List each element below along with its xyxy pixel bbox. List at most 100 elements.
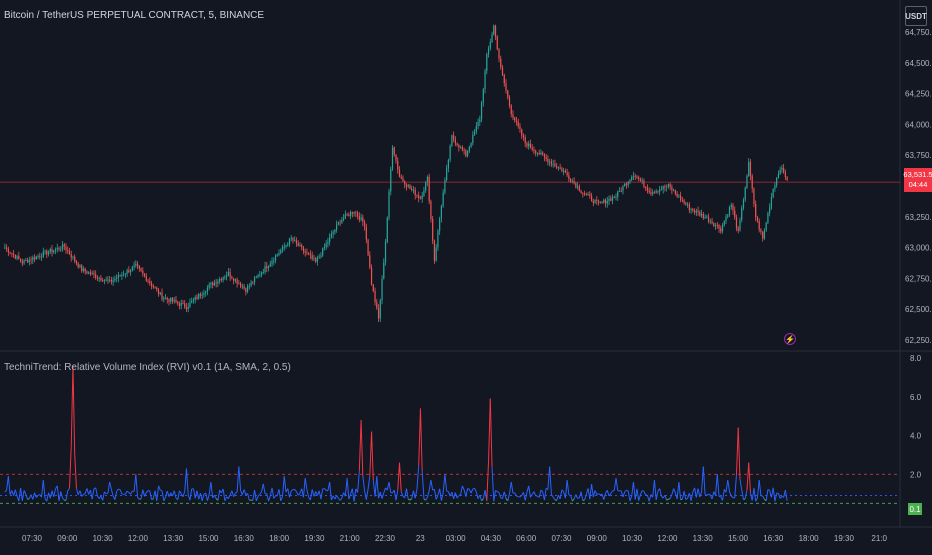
rvi-line-segment [127,491,129,492]
rvi-line-segment [218,490,220,500]
candle-body [696,211,697,213]
candle-body [727,215,728,216]
candle-body [462,147,463,150]
rvi-line-segment [560,490,562,499]
candle-body [432,219,433,241]
rvi-line-segment [503,492,505,499]
candle-body [521,129,522,135]
candle-body [64,245,65,247]
candle-body [357,213,358,216]
candle-body [268,266,269,268]
candle-body [427,177,428,183]
candle-body [58,248,59,249]
rvi-line-segment [626,490,628,491]
candle-body [230,272,231,277]
candle-body [640,179,641,181]
candle-body [497,36,498,49]
time-tick-label: 06:00 [516,534,537,543]
rvi-line-segment [337,495,339,498]
rvi-line-segment [709,494,711,495]
candle-body [133,265,134,267]
candle-body [137,264,138,266]
candle-body [345,214,346,218]
candle-body [498,49,499,58]
candle-body [711,221,712,223]
candle-body [422,196,423,199]
candle-body [352,212,353,213]
candle-body [20,259,21,261]
rvi-line-segment [324,489,326,491]
rvi-line-segment [232,491,234,497]
candle-body [553,164,554,165]
lightning-icon[interactable]: ⚡ [784,333,796,345]
candle-body [282,247,283,251]
candle-body [500,59,501,68]
candle-body [271,261,272,264]
currency-button[interactable]: USDT [905,6,927,26]
candle-body [184,303,185,307]
candle-body [537,153,538,154]
current-price-value: 63,531.5 [903,170,932,180]
candle-body [434,241,435,261]
price-tick-label: 62,250.0 [905,336,932,345]
candle-body [144,274,145,276]
symbol-title[interactable]: Bitcoin / TetherUS PERPETUAL CONTRACT, 5… [4,10,264,21]
candle-body [453,135,454,139]
rvi-line-segment [462,486,464,490]
candle-body [738,228,739,231]
rvi-line-segment [703,467,705,495]
rvi-line-segment [550,467,552,495]
candle-body [673,190,674,191]
candle-body [708,217,709,222]
candle-body [399,170,400,177]
time-tick-label: 09:00 [587,534,608,543]
candle-body [125,274,126,275]
candle-body [99,278,100,279]
rvi-line-segment [742,490,744,500]
rvi-line-segment [468,489,470,490]
rvi-line-segment [71,366,73,447]
rvi-line-segment [258,494,260,496]
candle-body [71,254,72,257]
candle-body [423,190,424,195]
rvi-line-segment [731,496,733,498]
candle-body [139,266,140,268]
candle-body [62,245,63,250]
candle-body [580,191,581,193]
rvi-line-segment [110,482,112,490]
candle-body [209,285,210,288]
candle-body [161,293,162,300]
candle-body [591,196,592,201]
rvi-line-segment [759,480,761,496]
candle-body [457,143,458,145]
time-tick-label: 07:30 [22,534,43,543]
rvi-line-segment [399,463,401,492]
candle-body [198,294,199,299]
candle-body [257,275,258,277]
candle-body [86,271,87,273]
candle-body [67,250,68,251]
candle-body [439,218,440,231]
candle-body [240,284,241,287]
candle-body [668,184,669,186]
candle-body [565,171,566,173]
candle-body [535,151,536,153]
rvi-line-segment [672,489,674,495]
time-tick-label: 18:00 [799,534,820,543]
rvi-line-segment [562,490,564,492]
candle-body [41,257,42,258]
candle-body [106,280,107,281]
candle-body [203,293,204,295]
indicator-legend-title[interactable]: TechniTrend: Relative Volume Index (RVI)… [4,362,291,373]
candle-body [259,275,260,276]
rvi-line-segment [178,491,180,500]
candle-body [250,282,251,285]
rvi-line-segment [422,471,424,499]
candle-body [491,34,492,42]
rvi-line-segment [630,496,632,501]
rvi-line-segment [202,494,204,501]
rvi-line-segment [553,497,555,500]
rvi-line-segment [592,484,594,497]
